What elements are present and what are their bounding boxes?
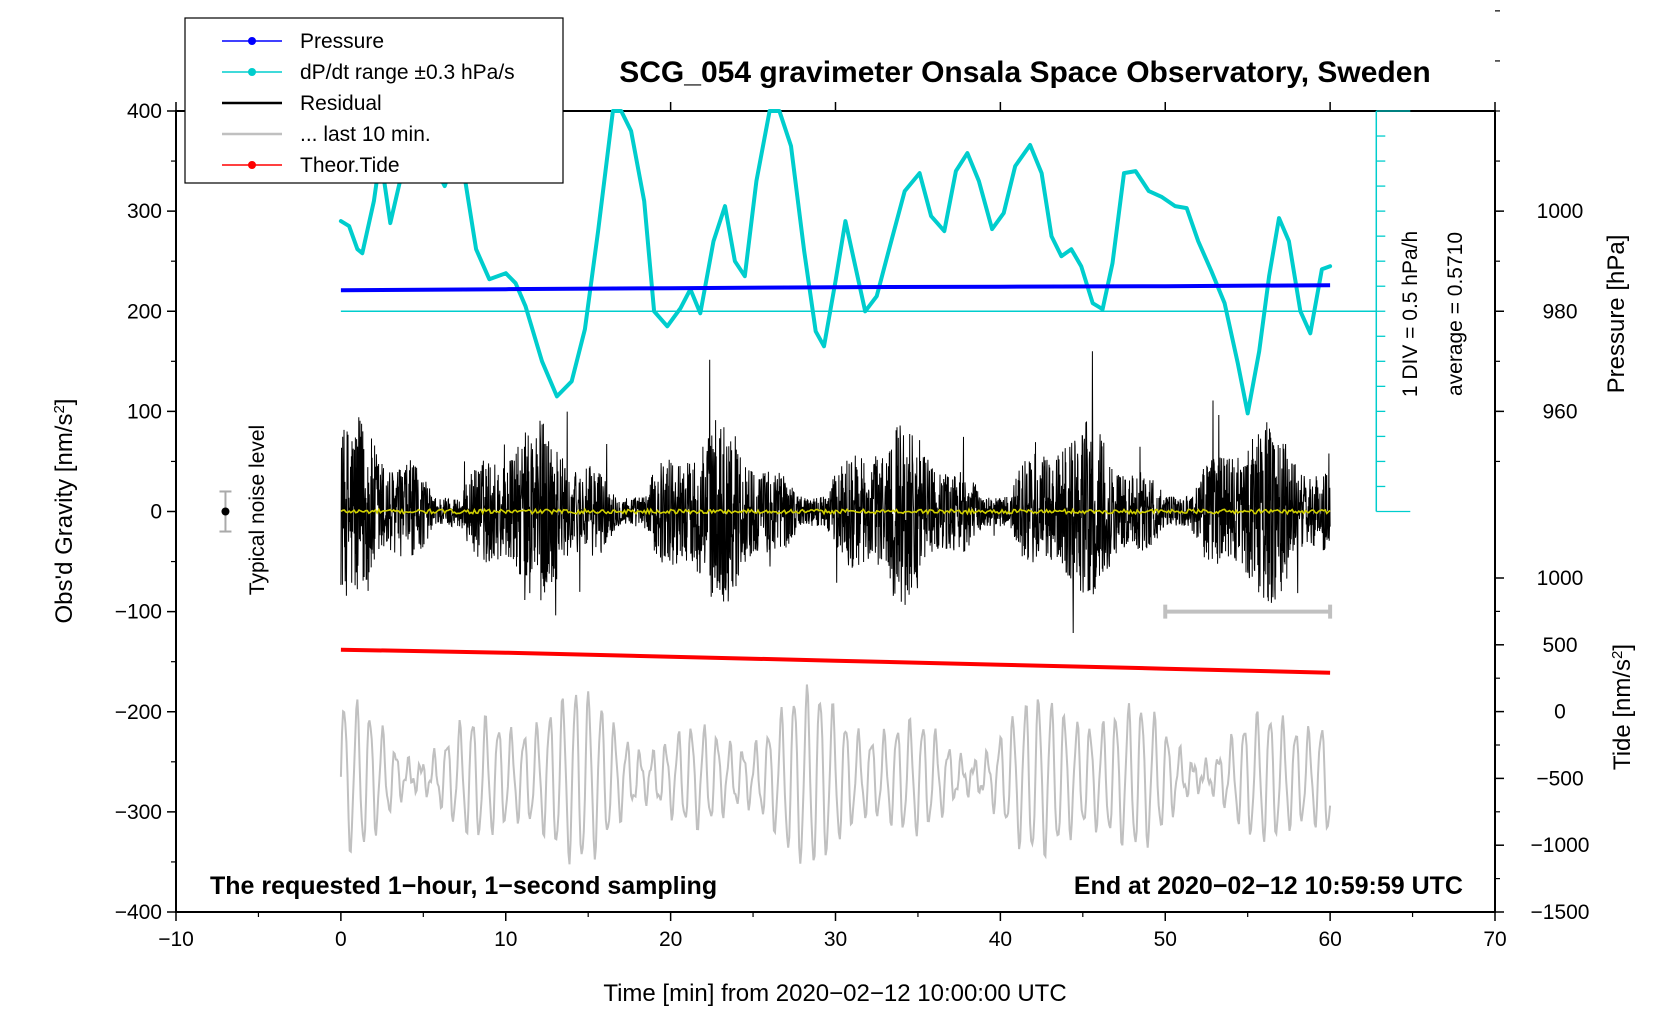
x-axis: −10 0 10 20 30 40 50 60 70 [158,102,1507,951]
legend-label: Residual [300,92,382,115]
legend-entry: Pressure [222,30,384,53]
x-axis-title: Time [min] from 2020−02−12 10:00:00 UTC [603,980,1066,1007]
residual-trace [340,351,1331,634]
pressure-axis-title: Pressure [hPa] [1603,235,1630,394]
end-time-note: End at 2020−02−12 10:59:59 UTC [1074,872,1463,900]
x-tick-label: 20 [659,928,682,951]
y-tick-label: 400 [127,100,162,123]
legend-entry: Theor.Tide [222,154,400,177]
x-tick-label: 10 [494,928,517,951]
dpdt-average-label: average = 0.5710 [1444,232,1467,396]
legend-entry: Residual [222,92,382,115]
sampling-note: The requested 1−hour, 1−second sampling [210,872,717,900]
noise-level-marker [219,490,232,533]
x-tick-label: 0 [335,928,347,951]
y-tick-label: 0 [150,501,162,524]
right-tide-axis: −1500 −1000 −500 0 500 1000 [1495,567,1589,924]
x-tick-label: 30 [824,928,847,951]
tide-tick-label: 500 [1542,634,1577,657]
chart-title: SCG_054 gravimeter Onsala Space Observat… [619,56,1431,89]
legend-swatch-marker [248,161,256,169]
legend-swatch-marker [248,37,256,45]
series-layer [338,109,1377,865]
last-10-min-trace [339,684,1332,865]
left-axis-title: Obs'd Gravity [nm/s2] [51,399,79,624]
dpdt-trace [338,109,1333,416]
pressure-tick-label: 980 [1542,300,1577,323]
legend-box [184,17,564,184]
legend-swatch-marker [248,68,256,76]
tide-tick-label: −1500 [1531,901,1590,924]
y-tick-label: −300 [115,801,162,824]
dpdt-scale-axis [1375,110,1411,513]
right-pressure-axis: 960 980 1000 [1495,10,1584,463]
residual-smoothed-trace [340,507,1331,516]
tide-tick-label: −1000 [1531,834,1590,857]
tide-tick-label: −500 [1536,767,1583,790]
tide-tick-label: 1000 [1537,567,1584,590]
x-tick-label: 50 [1154,928,1177,951]
x-tick-label: 40 [989,928,1012,951]
y-tick-label: 100 [127,400,162,423]
x-tick-label: −10 [158,928,194,951]
x-tick-label: 60 [1318,928,1341,951]
y-tick-label: −100 [115,601,162,624]
left-gravity-axis: −400 −300 −200 −100 0 100 200 300 400 [115,100,176,924]
legend-entries: Pressure dP/dt range ±0.3 hPa/s Residual..… [222,30,515,177]
theor-tide-trace [340,647,1331,675]
legend-entry: dP/dt range ±0.3 hPa/s [222,61,515,84]
legend-label: Pressure [300,30,384,53]
y-tick-label: −200 [115,701,162,724]
dpdt-scale-label: 1 DIV = 0.5 hPa/h [1399,231,1422,397]
pressure-tick-label: 1000 [1537,200,1584,223]
tide-tick-label: 0 [1554,701,1566,724]
noise-point [221,507,230,516]
y-tick-label: −400 [115,901,162,924]
pressure-tick-label: 960 [1542,400,1577,423]
y-tick-label: 200 [127,300,162,323]
noise-level-label: Typical noise level [246,425,269,595]
legend-entry: ... last 10 min. [222,123,431,146]
y-tick-label: 300 [127,200,162,223]
legend: Pressure dP/dt range ±0.3 hPa/s Residual..… [184,17,564,184]
tide-axis-title: Tide [nm/s2] [1609,644,1637,770]
legend-label: ... last 10 min. [300,123,431,146]
legend-label: dP/dt range ±0.3 hPa/s [300,61,515,84]
legend-label: Theor.Tide [300,154,400,177]
x-tick-label: 70 [1483,928,1506,951]
pressure-trace [340,283,1331,293]
